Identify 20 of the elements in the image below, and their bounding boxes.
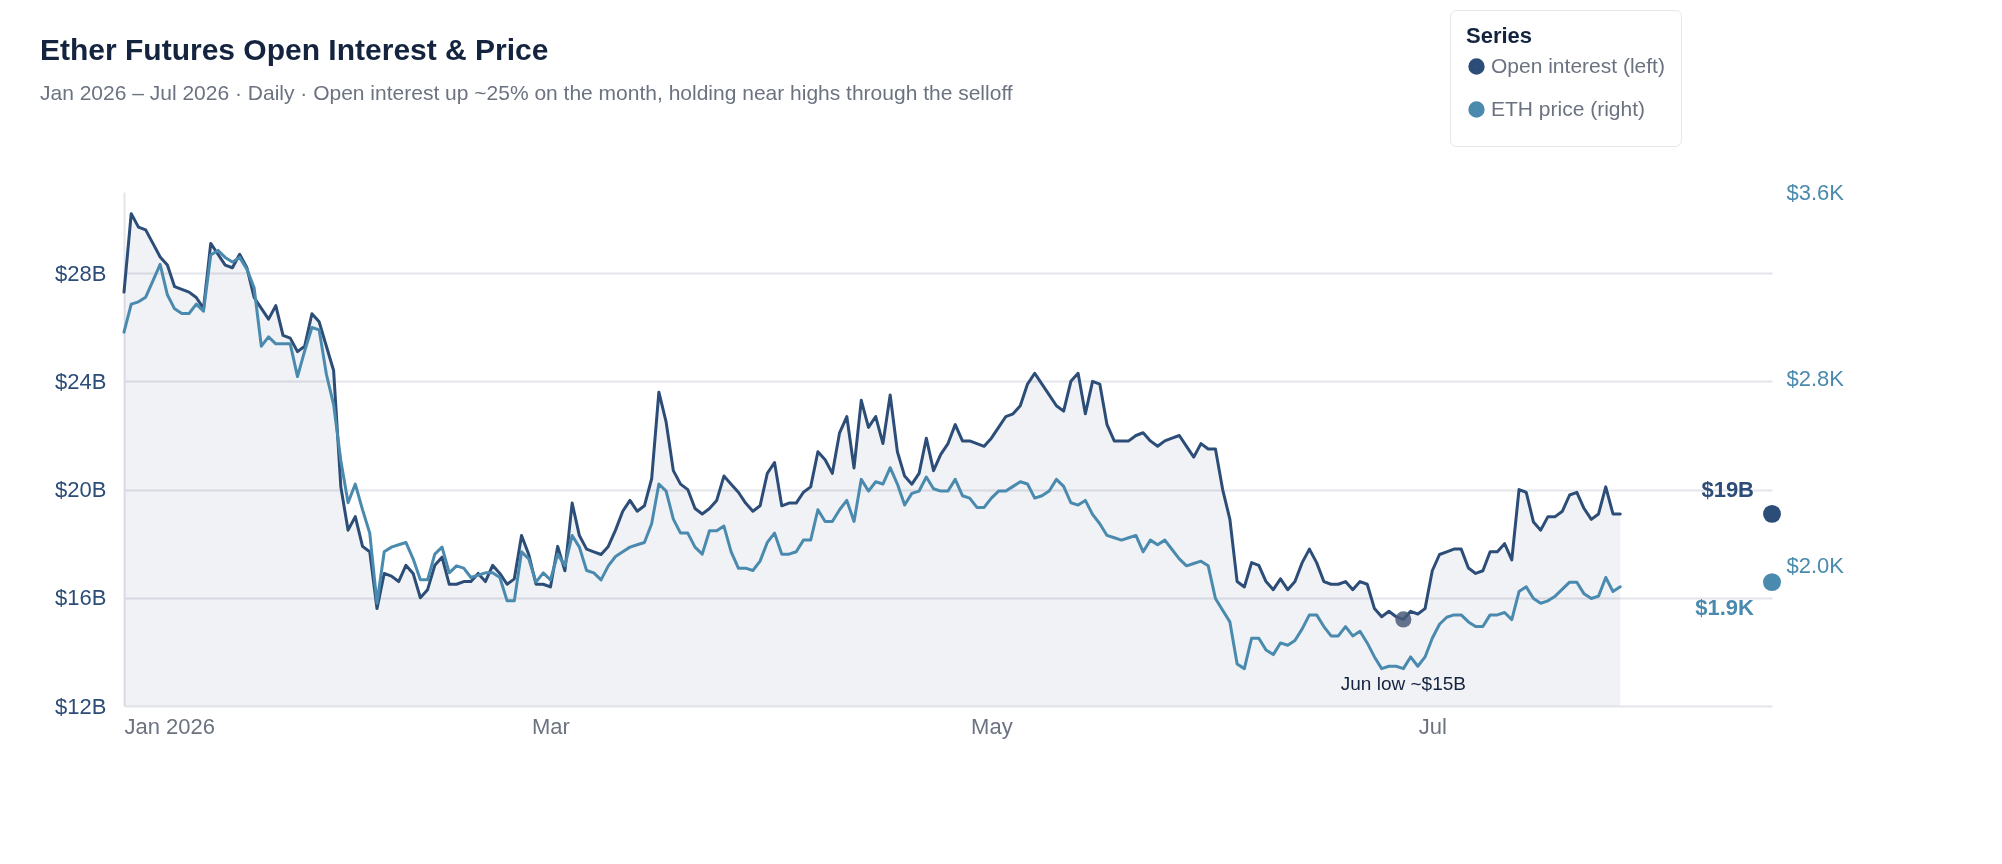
chart-subtitle: Jan 2026 – Jul 2026 · Daily · Open interest up ~25% on the month, holding near highs through the selloff bbox=[40, 81, 1013, 104]
legend-label: ETH price (right) bbox=[1491, 96, 1646, 120]
y2-tick-label: $2.8K bbox=[1786, 366, 1845, 392]
y2-tick-label: $2.0K bbox=[1786, 553, 1845, 579]
legend-label: Open interest (left) bbox=[1491, 53, 1665, 77]
y-tick-label: $20B bbox=[55, 477, 107, 503]
data-label: $1.9K bbox=[1695, 595, 1755, 621]
chart-title: Ether Futures Open Interest & Price bbox=[40, 33, 549, 66]
y-tick-label: $28B bbox=[55, 260, 107, 286]
annotation: Jun low ~$15B bbox=[1340, 673, 1466, 695]
y-tick-label: $12B bbox=[55, 693, 107, 719]
y-tick-label: $16B bbox=[55, 585, 107, 611]
legend-title: Series bbox=[1466, 23, 1533, 48]
y2-tick-label: $3.6K bbox=[1786, 179, 1845, 205]
data-label: $19B bbox=[1701, 476, 1754, 502]
x-tick-label: Jul bbox=[1418, 713, 1447, 739]
x-tick-label: May bbox=[971, 713, 1013, 739]
y-tick-label: $24B bbox=[55, 368, 107, 394]
x-tick-label: Mar bbox=[532, 713, 570, 739]
x-tick-label: Jan 2026 bbox=[124, 713, 216, 739]
